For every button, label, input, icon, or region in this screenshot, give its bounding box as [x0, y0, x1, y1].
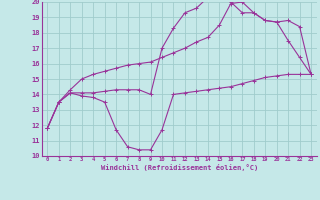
X-axis label: Windchill (Refroidissement éolien,°C): Windchill (Refroidissement éolien,°C): [100, 164, 258, 171]
